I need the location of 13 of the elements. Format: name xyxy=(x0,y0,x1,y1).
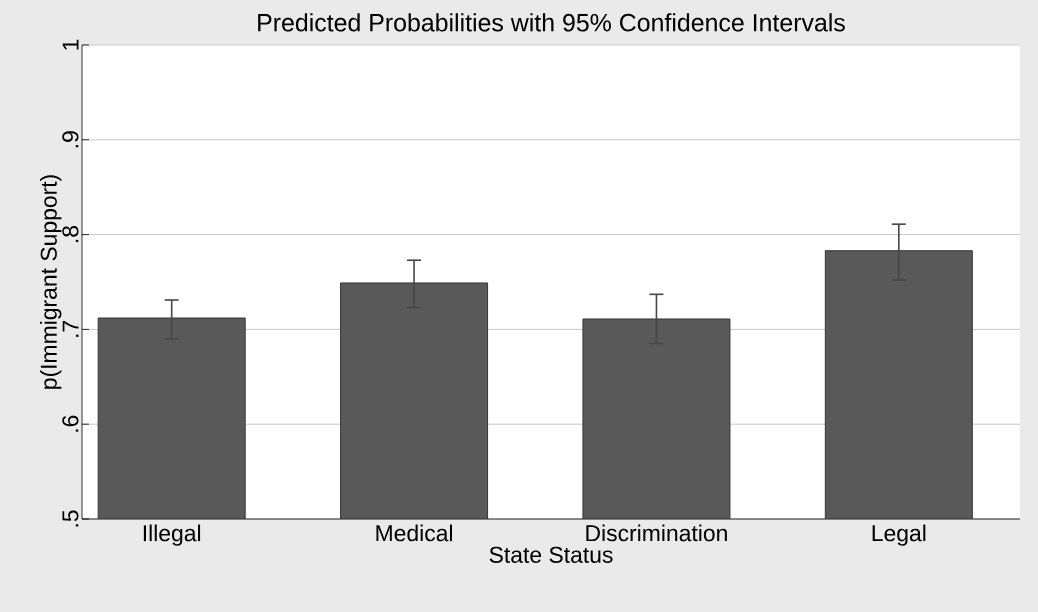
y-tick-label: 1 xyxy=(62,39,79,50)
x-tick-label: Medical xyxy=(376,524,452,542)
x-tick-label: Discrimination xyxy=(586,524,727,542)
x-tick-label: Legal xyxy=(872,524,926,546)
y-tick-label: .7 xyxy=(62,320,79,337)
x-tick-label: Illegal xyxy=(143,524,201,546)
y-tick-label: .6 xyxy=(62,415,79,432)
x-axis-title: State Status xyxy=(489,546,613,563)
y-tick-label: .9 xyxy=(62,131,79,148)
y-tick-label: .5 xyxy=(62,510,79,527)
y-axis-title: p(Immigrant Support) xyxy=(40,175,62,389)
chart-title: Predicted Probabilities with 95% Confidence Intervals xyxy=(258,13,845,32)
y-tick-label: .8 xyxy=(62,226,79,243)
